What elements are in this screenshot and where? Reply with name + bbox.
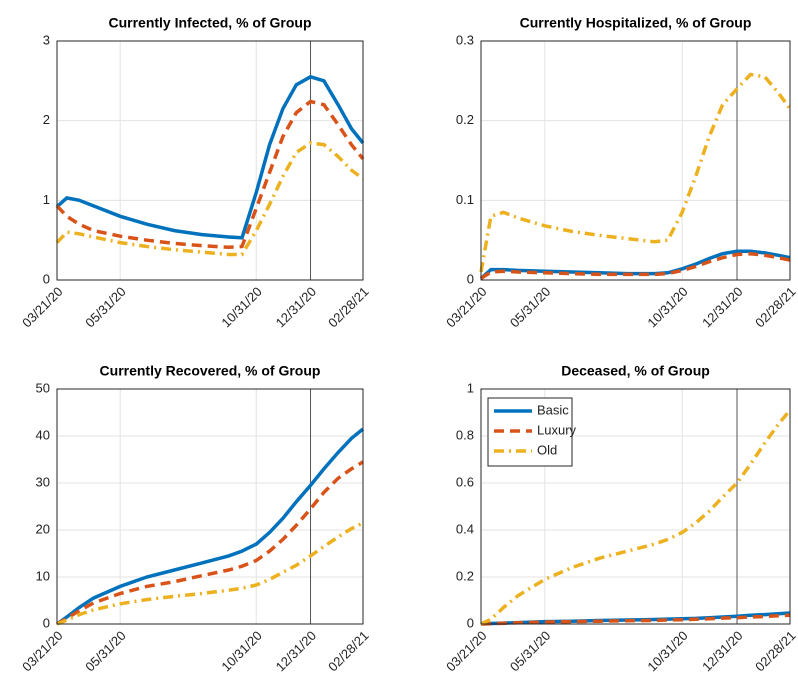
axes-box xyxy=(480,388,791,625)
y-tick-label: 20 xyxy=(36,521,50,536)
y-tick-label: 0.2 xyxy=(456,112,474,127)
x-tick-label: 05/31/20 xyxy=(507,628,553,674)
y-tick-label: 40 xyxy=(36,427,50,442)
x-tick-label: 03/21/20 xyxy=(443,628,489,674)
x-tick-label: 12/31/20 xyxy=(699,284,745,330)
y-tick-label: 1 xyxy=(467,380,474,395)
y-tick-label: 0.2 xyxy=(456,568,474,583)
legend-label: Luxury xyxy=(537,422,577,437)
x-tick-label: 03/21/20 xyxy=(19,628,65,674)
y-tick-label: 0.3 xyxy=(456,32,474,47)
y-tick-label: 0 xyxy=(43,271,50,286)
y-tick-label: 0 xyxy=(467,615,474,630)
axes-box xyxy=(56,40,364,281)
axes-box xyxy=(56,388,364,625)
legend-label: Basic xyxy=(537,402,569,417)
plot-area xyxy=(481,41,790,280)
legend-label: Old xyxy=(537,442,557,457)
y-tick-label: 0.6 xyxy=(456,474,474,489)
y-tick-label: 10 xyxy=(36,568,50,583)
x-tick-label: 10/31/20 xyxy=(644,284,690,330)
plot-area xyxy=(57,41,363,280)
data-line xyxy=(55,141,365,257)
data-line xyxy=(55,74,365,240)
x-tick-label: 02/28/21 xyxy=(752,628,798,674)
x-tick-label: 05/31/20 xyxy=(82,628,128,674)
data-line xyxy=(55,99,365,250)
x-tick-label: 12/31/20 xyxy=(273,284,319,330)
x-tick-label: 10/31/20 xyxy=(644,628,690,674)
chart-title: Currently Hospitalized, % of Group xyxy=(520,15,752,31)
x-tick-label: 02/28/21 xyxy=(752,284,798,330)
x-tick-label: 02/28/21 xyxy=(325,284,371,330)
data-line xyxy=(479,72,792,273)
x-tick-label: 03/21/20 xyxy=(19,284,65,330)
y-tick-label: 0.8 xyxy=(456,427,474,442)
chart-title: Currently Infected, % of Group xyxy=(108,15,311,31)
chart-title: Deceased, % of Group xyxy=(561,363,710,379)
x-tick-label: 10/31/20 xyxy=(218,628,264,674)
data-line xyxy=(480,613,791,626)
plot-area xyxy=(57,389,363,624)
data-line xyxy=(55,427,365,626)
data-line xyxy=(480,251,791,280)
x-tick-label: 10/31/20 xyxy=(218,284,264,330)
x-tick-label: 05/31/20 xyxy=(82,284,128,330)
x-tick-label: 12/31/20 xyxy=(699,628,745,674)
chart-title: Currently Recovered, % of Group xyxy=(100,363,321,379)
x-tick-label: 02/28/21 xyxy=(325,628,371,674)
y-tick-label: 1 xyxy=(43,192,50,207)
y-tick-label: 0 xyxy=(467,271,474,286)
x-tick-label: 05/31/20 xyxy=(507,284,553,330)
data-line xyxy=(480,408,792,626)
y-tick-label: 3 xyxy=(43,32,50,47)
x-tick-label: 12/31/20 xyxy=(273,628,319,674)
y-tick-label: 30 xyxy=(36,474,50,489)
x-tick-label: 03/21/20 xyxy=(443,284,489,330)
y-tick-label: 0.1 xyxy=(456,192,474,207)
y-tick-label: 0 xyxy=(43,615,50,630)
axes-box xyxy=(480,40,791,281)
data-line xyxy=(56,460,364,626)
y-tick-label: 50 xyxy=(36,380,50,395)
y-tick-label: 2 xyxy=(43,112,50,127)
y-tick-label: 0.4 xyxy=(456,521,474,536)
